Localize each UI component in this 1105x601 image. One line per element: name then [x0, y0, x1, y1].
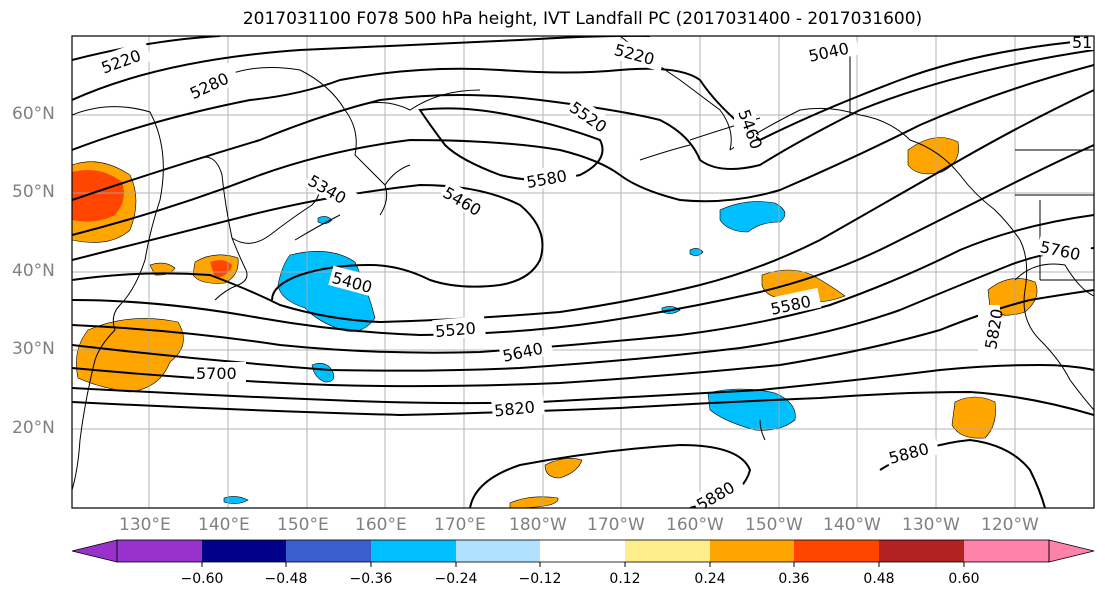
colorbar-swatch — [625, 540, 710, 562]
lat-label: 50°N — [12, 182, 55, 202]
ivt-positive-region — [907, 137, 959, 175]
map-title: 2017031100 F078 500 hPa height, IVT Land… — [242, 9, 923, 29]
ivt-negative-region — [707, 388, 796, 431]
colorbar-swatch — [456, 540, 540, 562]
contour-labels: 5220 5280 5220 5040 5520 5580 5460 5340 … — [95, 33, 1094, 508]
lat-label: 40°N — [12, 261, 55, 281]
ivt-negative-region — [317, 216, 333, 224]
lon-label: 140°E — [198, 515, 250, 535]
colorbar-swatch — [117, 540, 202, 562]
colorbar-swatch — [286, 540, 371, 562]
ivt-positive-region — [761, 269, 846, 303]
height-contours — [72, 36, 1094, 508]
lon-label: 160°W — [666, 515, 724, 535]
colorbar-tick-label: −0.24 — [434, 571, 478, 587]
lon-label: 150°W — [745, 515, 803, 535]
lon-label: 140°W — [823, 515, 881, 535]
colorbar-swatch — [540, 540, 625, 562]
ivt-high-region — [72, 169, 124, 222]
ivt-positive-region — [951, 396, 996, 439]
lon-label: 170°W — [587, 515, 645, 535]
colorbar — [71, 539, 1095, 567]
ivt-positive-region — [509, 496, 559, 508]
colorbar-swatch — [710, 540, 794, 562]
contour-label: 5820 — [493, 397, 535, 420]
lon-label: 120°W — [981, 515, 1039, 535]
contour-label: 5640 — [501, 339, 545, 366]
colorbar-swatch — [964, 540, 1049, 562]
colorbar-tick-label: −0.12 — [518, 571, 562, 587]
ivt-negative-region — [719, 201, 786, 233]
lat-label: 20°N — [12, 418, 55, 438]
colorbar-frame — [116, 539, 1050, 563]
contour-label: 5520 — [434, 319, 476, 341]
ivt-negative-region — [223, 496, 249, 504]
contour-label: 5040 — [807, 39, 851, 66]
colorbar-swatch — [879, 540, 964, 562]
colorbar-tick-label: −0.60 — [180, 571, 224, 587]
ivt-positive-region — [544, 458, 583, 479]
lon-label: 180°W — [509, 515, 567, 535]
colorbar-tick-label: 0.36 — [778, 571, 810, 587]
lon-label: 130°W — [902, 515, 960, 535]
contour-label: 5580 — [525, 166, 568, 192]
ivt-high-region — [210, 260, 232, 278]
plot-frame — [71, 35, 1095, 509]
colorbar-swatch — [794, 540, 879, 562]
lat-label: 60°N — [12, 104, 55, 124]
colorbar-swatch — [202, 540, 286, 562]
contour-label: 5220 — [612, 40, 656, 69]
contour-label: 5760 — [1038, 237, 1082, 264]
colorbar-extend-high — [1048, 539, 1095, 563]
contour-label: 5700 — [196, 364, 237, 383]
lon-label: 130°E — [119, 515, 171, 535]
colorbar-tick-label: 0.24 — [694, 571, 726, 587]
colorbar-tick-label: −0.36 — [349, 571, 393, 587]
ivt-negative-region — [311, 363, 335, 383]
ivt-positive-region — [76, 318, 184, 393]
colorbar-tick-label: 0.60 — [948, 571, 980, 587]
contour-label: 51 — [1072, 33, 1092, 52]
colorbar-tick-label: 0.12 — [609, 571, 641, 587]
lon-label: 150°E — [277, 515, 329, 535]
colorbar-tick-label: 0.48 — [863, 571, 895, 587]
colorbar-tick-label: −0.48 — [264, 571, 308, 587]
lon-label: 160°E — [355, 515, 407, 535]
graticule — [72, 36, 1094, 508]
contour-label: 5880 — [887, 439, 931, 468]
lat-label: 30°N — [12, 339, 55, 359]
lon-label: 170°E — [434, 515, 486, 535]
contour-label: 5220 — [99, 46, 144, 78]
colorbar-extend-low — [71, 539, 118, 563]
colorbar-swatch — [371, 540, 456, 562]
ivt-negative-region — [689, 248, 704, 256]
